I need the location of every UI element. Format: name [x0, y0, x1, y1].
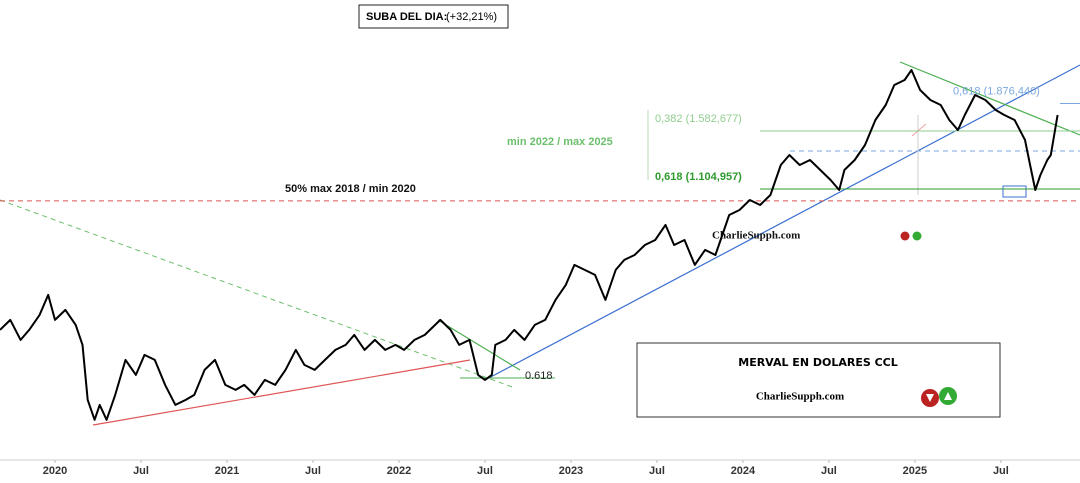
x-tick-label: Jul [993, 465, 1009, 477]
x-tick-label: Jul [821, 465, 837, 477]
level-label: 0,618 (1.104,957) [655, 171, 742, 183]
level-label: 0,618 (1.876,440) [953, 85, 1040, 97]
trendline [437, 319, 521, 371]
x-tick-label: 2021 [215, 465, 239, 477]
icon [900, 231, 910, 241]
x-tick-label: 2023 [559, 465, 583, 477]
highlight-box [1002, 185, 1027, 198]
level-label: 50% max 2018 / min 2020 [285, 183, 416, 195]
badge-value: (+32,21%) [446, 11, 497, 23]
brand: CharlieSupph.com [756, 391, 844, 403]
x-tick-label: Jul [477, 465, 493, 477]
x-tick-label: 2025 [903, 465, 927, 477]
trendline [899, 61, 1080, 136]
watermark: CharlieSupph.com [712, 230, 800, 242]
trendline [484, 64, 1080, 381]
icon-arrow [926, 394, 934, 402]
title-box [636, 342, 1001, 418]
icon-arrow [944, 392, 952, 400]
price-line [0, 69, 1059, 421]
trendline [0, 199, 516, 389]
x-tick-label: 2022 [387, 465, 411, 477]
marker [911, 123, 927, 137]
x-tick-label: Jul [305, 465, 321, 477]
annotation: 0.618 [525, 370, 553, 382]
x-tick-label: 2020 [43, 465, 67, 477]
x-tick-label: Jul [649, 465, 665, 477]
x-tick-label: Jul [133, 465, 149, 477]
annotation: min 2022 / max 2025 [507, 136, 613, 148]
badge-label: SUBA DEL DIA: [366, 11, 447, 23]
badge-box [358, 4, 509, 29]
level-label: 0,382 (1.582,677) [655, 113, 742, 125]
icon [912, 231, 922, 241]
x-tick-label: 2024 [731, 465, 756, 477]
chart-title: MERVAL EN DOLARES CCL [738, 356, 898, 369]
trendline [92, 359, 471, 426]
